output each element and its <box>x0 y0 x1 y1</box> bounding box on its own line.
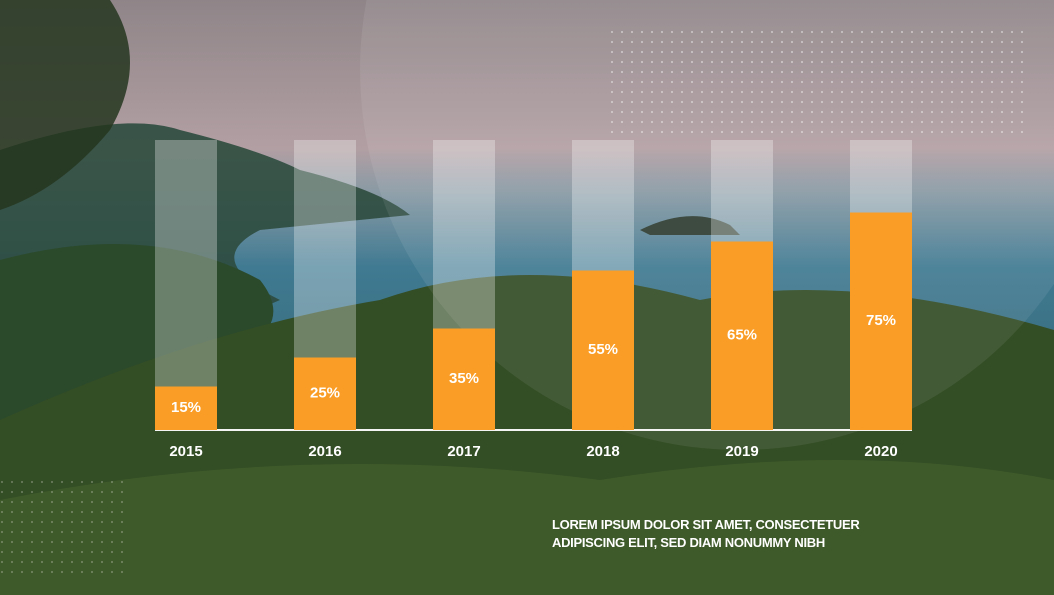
x-tick-label: 2016 <box>308 443 341 460</box>
value-label: 15% <box>171 399 201 416</box>
value-label: 35% <box>449 370 479 387</box>
chart: 15% 2015 25% 2016 35% 2017 55% 2018 65% 2019 75% 20… <box>0 0 1054 595</box>
x-tick-label: 2018 <box>586 443 619 460</box>
x-tick-label: 2015 <box>169 443 202 460</box>
x-tick-label: 2019 <box>725 443 758 460</box>
value-label: 55% <box>588 341 618 358</box>
page: 15% 2015 25% 2016 35% 2017 55% 2018 65% 2019 75% 20… <box>0 0 1054 595</box>
value-label: 65% <box>727 327 757 344</box>
x-tick-label: 2017 <box>447 443 480 460</box>
value-label: 75% <box>866 312 896 329</box>
x-tick-label: 2020 <box>864 443 897 460</box>
value-label: 25% <box>310 385 340 402</box>
caption: LOREM IPSUM DOLOR SIT AMET, CONSECTETUER… <box>552 516 902 552</box>
